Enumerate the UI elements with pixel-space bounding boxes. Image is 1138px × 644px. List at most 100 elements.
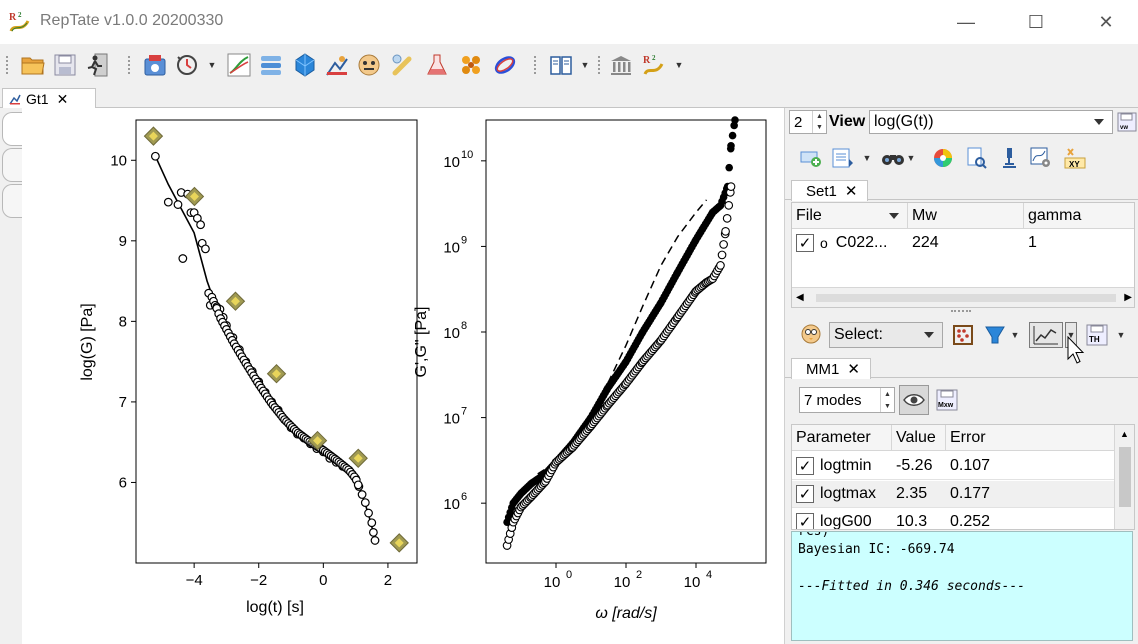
logo-menu-dropdown-arrow[interactable]: ▼ — [674, 60, 684, 70]
fit-output-console[interactable]: rcs) Bayesian IC: -669.74 ---Fitted in 0… — [791, 531, 1133, 641]
scroll-thumb[interactable] — [1119, 447, 1131, 507]
scroll-right-icon[interactable]: ▶ — [1124, 292, 1132, 303]
parameter-cell[interactable]: ✓ logtmax — [792, 481, 892, 508]
molecule-app-icon[interactable] — [458, 52, 484, 78]
file-checkbox[interactable]: ✓ — [796, 233, 814, 252]
spin-arrows[interactable]: ▲ ▼ — [812, 111, 826, 133]
fit-button[interactable] — [1029, 322, 1063, 348]
side-tab[interactable] — [2, 112, 22, 146]
react-app-icon[interactable] — [324, 52, 350, 78]
spin-arrows[interactable]: ▲ ▼ — [880, 388, 894, 412]
abacus-icon[interactable] — [951, 323, 975, 347]
panel-splitter[interactable] — [951, 310, 971, 312]
parameter-cell[interactable]: ✓ logG00 — [792, 509, 892, 529]
reptation-dropdown-arrow[interactable]: ▼ — [207, 60, 217, 70]
tab-gt1[interactable]: Gt1 ✕ — [2, 88, 96, 109]
theory-owl-icon[interactable] — [799, 322, 823, 346]
open-folder-icon[interactable] — [20, 52, 46, 78]
column-header-mw[interactable]: Mw — [908, 203, 1024, 229]
column-header-file[interactable]: File — [792, 203, 908, 229]
scroll-up-icon[interactable]: ▲ — [1120, 429, 1129, 439]
parameter-cell[interactable]: ✓ logtmin — [792, 453, 892, 480]
color-wheel-icon[interactable] — [931, 146, 955, 170]
data-settings-icon[interactable] — [1029, 146, 1053, 170]
plot-canvas[interactable]: −4 −2 0 2 6 7 8 9 10 log(t) [s] log(G) [Pa] 10 0… — [22, 108, 784, 644]
gamma-cell[interactable]: 1 — [1028, 233, 1037, 251]
view-combo[interactable]: log(G(t)) — [869, 110, 1113, 134]
maximize-button[interactable]: ☐ — [1014, 6, 1058, 38]
flask-app-icon[interactable] — [424, 52, 450, 78]
value-cell[interactable]: -5.26 — [896, 457, 933, 474]
toolbar-grip[interactable] — [6, 56, 10, 74]
toolbar-grip[interactable] — [534, 56, 538, 74]
save-theory-icon[interactable]: TH — [1085, 323, 1109, 347]
view-count-spinbox[interactable]: 2 ▲ ▼ — [789, 110, 827, 134]
column-header-gamma[interactable]: gamma — [1028, 207, 1082, 224]
tab-close-icon[interactable]: ✕ — [844, 183, 858, 200]
column-header-value[interactable]: Value — [892, 425, 946, 451]
manual-icon[interactable] — [548, 52, 574, 78]
scroll-left-icon[interactable]: ◀ — [796, 292, 804, 303]
calculate-dropdown-arrow[interactable]: ▼ — [1010, 330, 1020, 340]
inspect-file-icon[interactable] — [965, 146, 989, 170]
left-mode-markers[interactable] — [143, 126, 409, 553]
mw-cell[interactable]: 224 — [912, 233, 939, 251]
parameter-checkbox[interactable]: ✓ — [796, 457, 814, 475]
creep-app-icon[interactable] — [258, 52, 284, 78]
value-cell[interactable]: 2.35 — [896, 485, 928, 502]
table-row[interactable]: ✓ o C022... 224 1 — [792, 229, 1134, 256]
binoculars-icon[interactable] — [881, 146, 905, 170]
save-modes-icon[interactable]: Mxw — [935, 388, 959, 412]
file-cell[interactable]: ✓ o C022... — [792, 229, 908, 256]
tab-mm1[interactable]: MM1 ✕ — [791, 358, 871, 379]
museum-icon[interactable] — [608, 52, 634, 78]
reptation-app-icon[interactable] — [174, 52, 200, 78]
manual-dropdown-arrow[interactable]: ▼ — [580, 60, 590, 70]
save-theory-dropdown-arrow[interactable]: ▼ — [1116, 330, 1126, 340]
tab-close-icon[interactable]: ✕ — [847, 361, 860, 378]
lve-app-icon[interactable] — [226, 52, 252, 78]
minimize-button[interactable]: — — [944, 6, 988, 38]
modes-spinbox[interactable]: 7 modes ▲ ▼ — [799, 387, 895, 413]
shift-xy-icon[interactable]: XY — [1063, 146, 1087, 170]
crystal-app-icon[interactable] — [292, 52, 318, 78]
save-icon[interactable] — [52, 52, 78, 78]
files-horizontal-scrollbar[interactable]: ◀ ▶ — [792, 287, 1134, 307]
ellipse-app-icon[interactable] — [492, 52, 518, 78]
exit-icon[interactable] — [84, 52, 110, 78]
value-cell[interactable]: 10.3 — [896, 513, 928, 530]
tts-app-icon[interactable] — [142, 52, 168, 78]
scroll-track[interactable] — [816, 294, 1116, 302]
column-header-parameter[interactable]: Parameter — [792, 425, 892, 451]
binoculars-dropdown-arrow[interactable]: ▼ — [906, 153, 916, 163]
toolbar-grip[interactable] — [598, 56, 602, 74]
new-dataset-icon[interactable] — [799, 146, 823, 170]
files-table[interactable]: File Mw gamma ✓ o C022... 224 1 ◀ ▶ — [791, 202, 1135, 308]
parameters-vertical-scrollbar[interactable]: ▲ — [1114, 425, 1134, 529]
parameter-checkbox[interactable]: ✓ — [796, 485, 814, 503]
table-row[interactable]: ✓ logtmin -5.26 0.107 — [792, 453, 1114, 480]
column-header-error[interactable]: Error — [950, 429, 986, 446]
side-tab[interactable] — [2, 184, 22, 218]
close-window-button[interactable]: ✕ — [1084, 6, 1128, 38]
microscope-icon[interactable] — [997, 146, 1021, 170]
tab-close-icon[interactable]: ✕ — [56, 90, 69, 107]
theory-select-combo[interactable]: Select: — [829, 322, 943, 348]
add-file-dropdown-arrow[interactable]: ▼ — [862, 153, 872, 163]
dielectric-app-icon[interactable] — [390, 52, 416, 78]
left-plot[interactable]: −4 −2 0 2 6 7 8 9 10 log(t) [s] log(G) [Pa] — [79, 119, 418, 616]
side-tab[interactable] — [2, 148, 22, 182]
tab-set1[interactable]: Set1 ✕ — [791, 180, 869, 201]
save-view-icon[interactable]: vw — [1115, 110, 1138, 134]
calculate-icon[interactable] — [983, 323, 1007, 347]
table-row[interactable]: ✓ logG00 10.3 0.252 — [792, 509, 1114, 530]
parameter-checkbox[interactable]: ✓ — [796, 513, 814, 529]
add-file-icon[interactable] — [831, 146, 855, 170]
mask-app-icon[interactable] — [356, 52, 382, 78]
table-row[interactable]: ✓ logtmax 2.35 0.177 — [792, 481, 1114, 508]
parameters-table[interactable]: Parameter Value Error ✓ logtmin -5.26 0.… — [791, 424, 1135, 530]
toggle-modes-button[interactable] — [899, 385, 929, 415]
